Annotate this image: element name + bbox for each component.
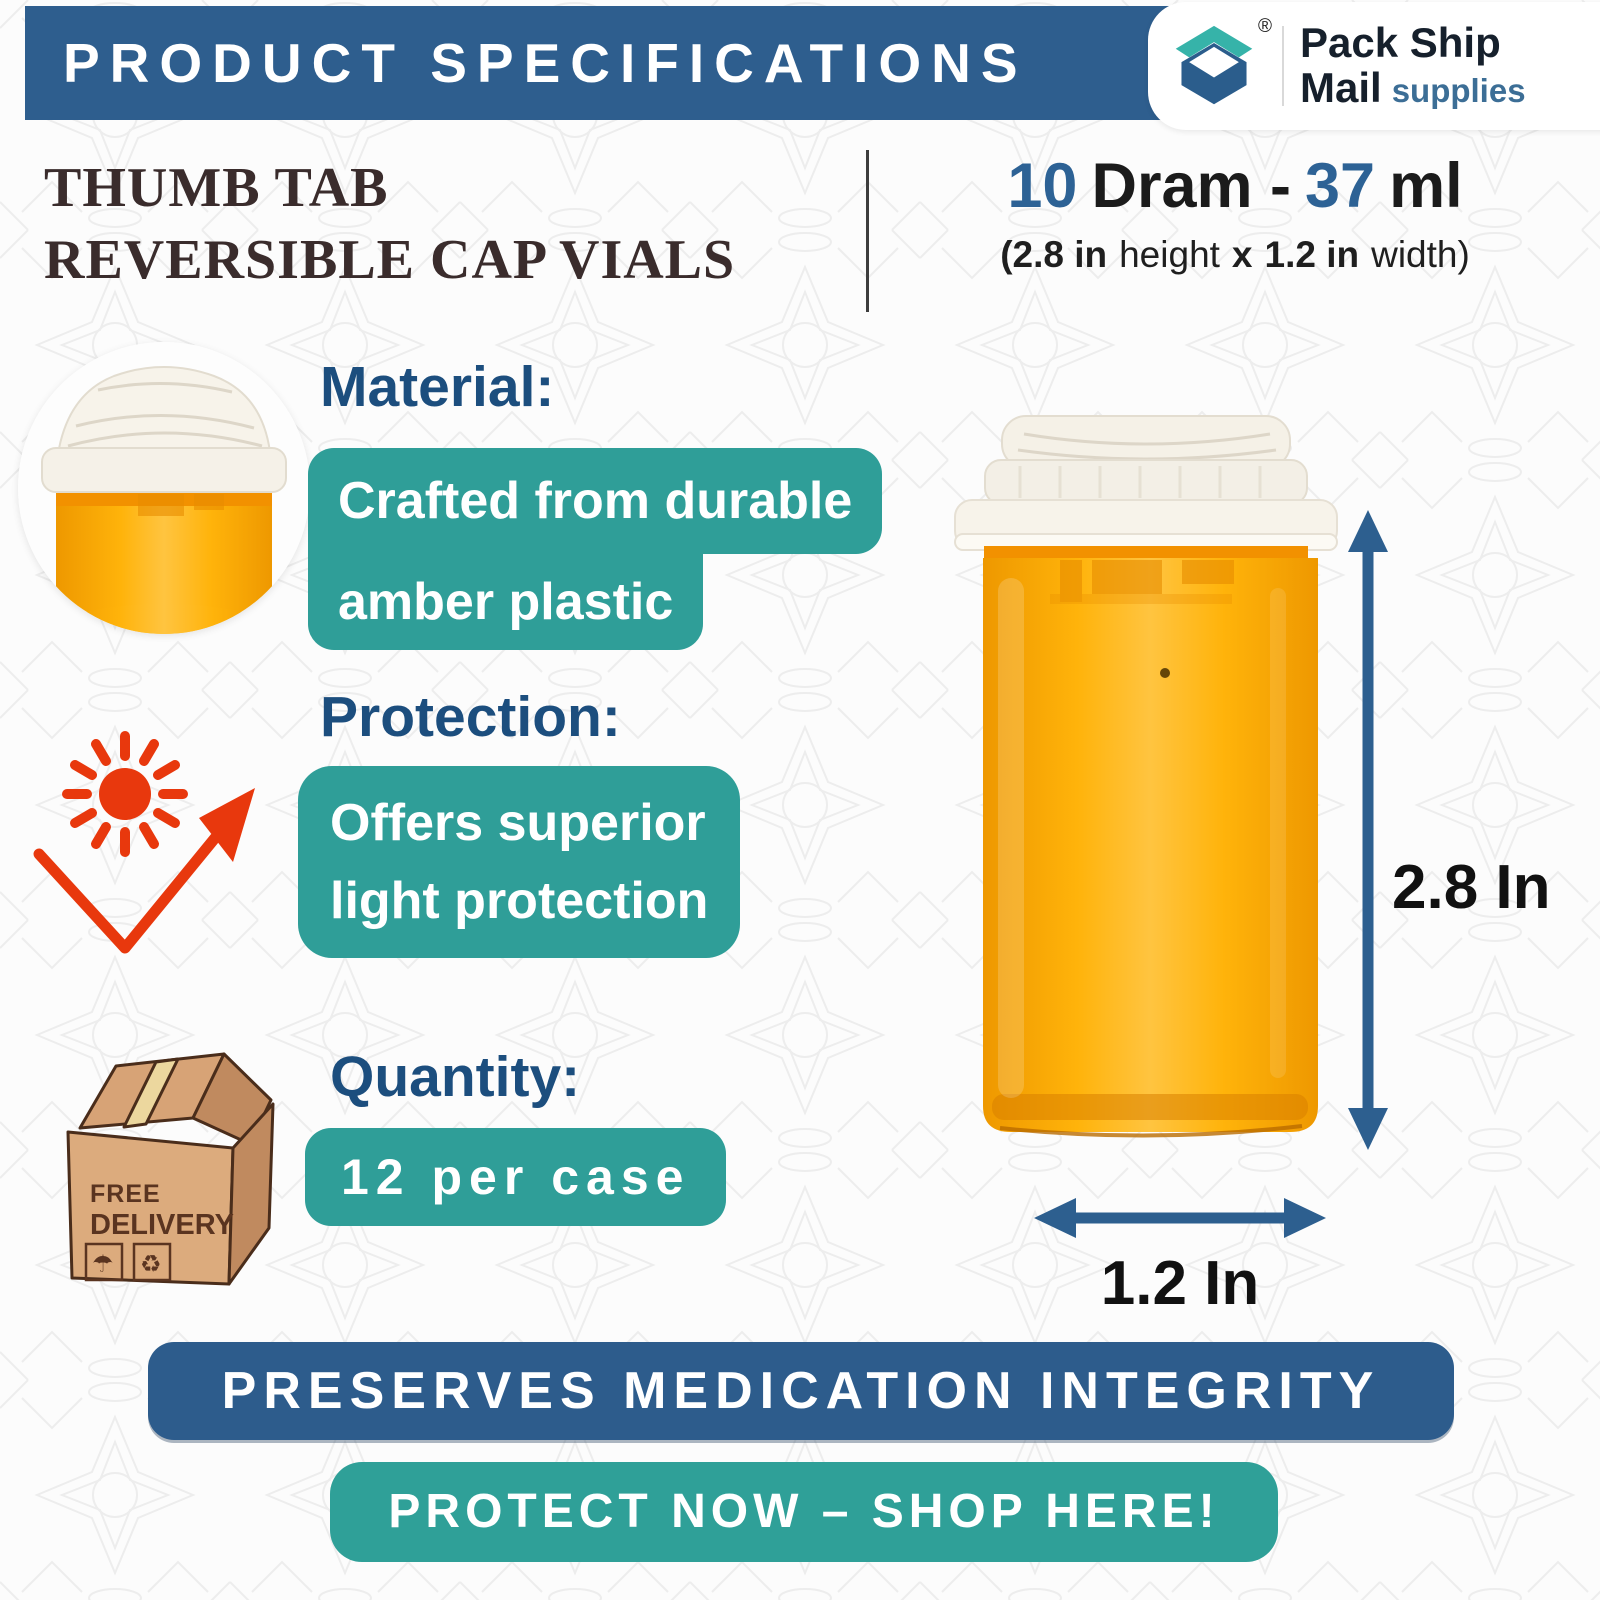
vial-cap-closeup-photo	[18, 342, 310, 634]
height-value-label: 2.8 In	[1392, 853, 1551, 922]
quantity-text: 12 per case	[305, 1128, 727, 1226]
material-text-line1: Crafted from durable	[308, 448, 883, 554]
brand-name-line2: Mail	[1300, 64, 1382, 111]
brand-name: Pack Ship Mail supplies	[1300, 21, 1526, 110]
size-note: (2.8 in height x 1.2 in width)	[890, 234, 1580, 276]
protection-text-line1: Offers superior	[330, 794, 706, 852]
product-title-line1: THUMB TAB	[44, 157, 389, 219]
height-dimension-arrow	[1348, 510, 1388, 1150]
size-note-part: (2.8 in	[1000, 234, 1108, 275]
brand-name-suffix: supplies	[1391, 72, 1526, 109]
logo-divider	[1282, 26, 1284, 106]
size-note-part: x	[1231, 234, 1253, 275]
capacity-info: 10 Dram -37 ml (2.8 in height x 1.2 in width)	[890, 150, 1580, 276]
dram-value: 10	[1007, 151, 1078, 221]
free-delivery-box-illustration: FREE DELIVERY ☂ ♻	[66, 1052, 275, 1286]
width-value-label: 1.2 In	[1100, 1249, 1260, 1318]
title-divider	[866, 150, 869, 312]
ml-value: 37	[1305, 151, 1376, 221]
box-free-label: FREE	[90, 1180, 161, 1208]
protection-text-line2: light protection	[330, 872, 709, 930]
protection-text: Offers superior light protection	[298, 766, 741, 958]
quantity-heading: Quantity:	[330, 1045, 581, 1109]
recycle-icon: ♻	[140, 1251, 162, 1278]
material-heading: Material:	[320, 355, 555, 419]
sun-light-reflection-icon	[33, 731, 255, 954]
capacity-line: 10 Dram -37 ml	[890, 150, 1580, 222]
brand-name-line1: Pack Ship	[1300, 19, 1501, 67]
registered-trademark-mark: ®	[1258, 16, 1272, 37]
brand-logo: ® Pack Ship Mail supplies	[1148, 2, 1600, 130]
ml-label: ml	[1389, 151, 1463, 221]
page-title: PRODUCT SPECIFICATIONS	[25, 6, 1185, 120]
width-dimension-arrow	[1034, 1198, 1326, 1238]
amber-vial-photo	[954, 415, 1338, 1138]
size-note-part: width)	[1371, 234, 1470, 275]
material-text-line2: amber plastic	[308, 554, 704, 650]
size-note-part: height	[1119, 234, 1220, 275]
pack-ship-mail-box-icon	[1175, 25, 1253, 105]
dram-label: Dram -	[1091, 151, 1292, 221]
umbrella-icon: ☂	[92, 1251, 114, 1278]
integrity-banner: PRESERVES MEDICATION INTEGRITY	[148, 1342, 1454, 1440]
size-note-part: 1.2 in	[1264, 234, 1360, 275]
protection-heading: Protection:	[320, 685, 621, 749]
product-title-line2: REVERSIBLE CAP VIALS	[44, 229, 736, 291]
box-delivery-label: DELIVERY	[90, 1209, 234, 1241]
shop-here-cta-button[interactable]: PROTECT NOW – SHOP HERE!	[330, 1462, 1278, 1562]
